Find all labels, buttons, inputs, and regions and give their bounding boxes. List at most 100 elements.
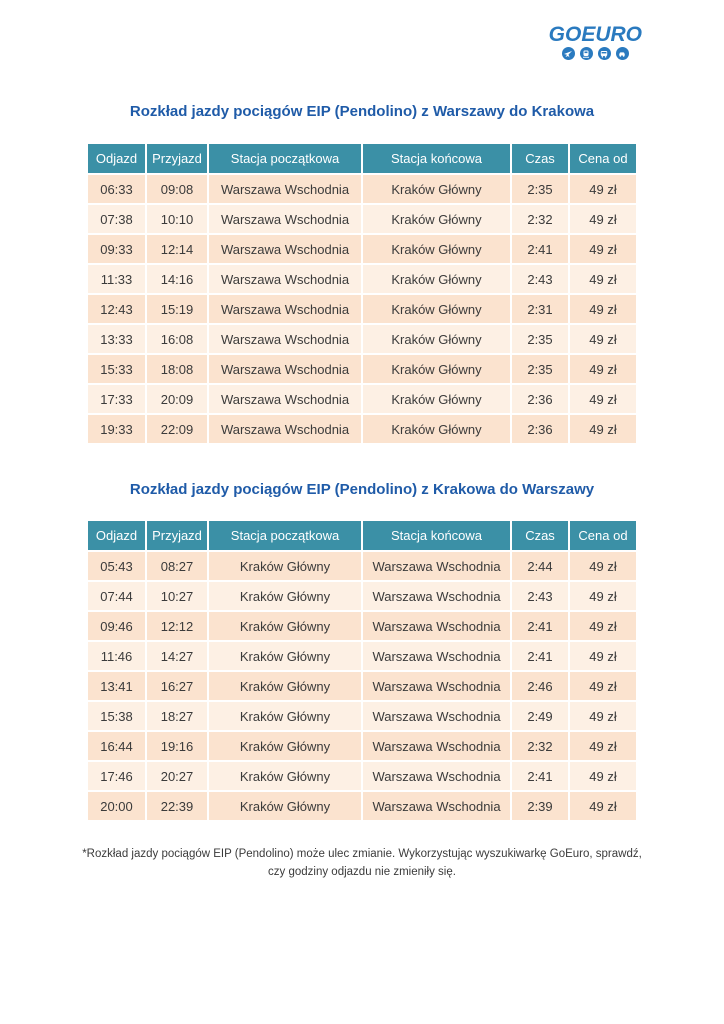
table-cell: 05:43 <box>88 552 145 580</box>
table-row: 09:46 12:12 Kraków Główny Warszawa Wschodni… <box>88 612 636 640</box>
column-header: Czas <box>512 144 568 173</box>
column-header: Przyjazd <box>147 144 207 173</box>
table-cell: 20:27 <box>147 762 207 790</box>
table-row: 13:33 16:08 Warszawa Wschodnia Kraków Główn… <box>88 325 636 353</box>
table-cell: Kraków Główny <box>363 175 510 203</box>
table-cell: 2:31 <box>512 295 568 323</box>
column-header: Stacja początkowa <box>209 521 361 550</box>
table-cell: 2:44 <box>512 552 568 580</box>
table-cell: 2:41 <box>512 612 568 640</box>
table-cell: Warszawa Wschodnia <box>363 732 510 760</box>
table-cell: 18:27 <box>147 702 207 730</box>
column-header: Stacja końcowa <box>363 144 510 173</box>
table-row: 07:44 10:27 Kraków Główny Warszawa Wschodni… <box>88 582 636 610</box>
table-cell: Warszawa Wschodnia <box>209 325 361 353</box>
table-cell: 22:39 <box>147 792 207 820</box>
table-cell: 49 zł <box>570 325 636 353</box>
table-cell: 49 zł <box>570 295 636 323</box>
table-cell: Kraków Główny <box>209 582 361 610</box>
table-cell: 11:46 <box>88 642 145 670</box>
table-row: 09:33 12:14 Warszawa Wschodnia Kraków Główn… <box>88 235 636 263</box>
table-cell: Warszawa Wschodnia <box>363 582 510 610</box>
table-cell: Warszawa Wschodnia <box>209 265 361 293</box>
table-cell: 49 zł <box>570 762 636 790</box>
column-header: Czas <box>512 521 568 550</box>
table-cell: Kraków Główny <box>209 642 361 670</box>
table-cell: Warszawa Wschodnia <box>209 355 361 383</box>
table-cell: 07:44 <box>88 582 145 610</box>
section-title-warszawa-krakow: Rozkład jazdy pociągów EIP (Pendolino) z… <box>129 103 595 120</box>
car-icon <box>615 47 629 60</box>
table-cell: Kraków Główny <box>363 415 510 443</box>
table-row: 16:44 19:16 Kraków Główny Warszawa Wschodni… <box>88 732 636 760</box>
column-header: Cena od <box>570 521 636 550</box>
table-cell: Warszawa Wschodnia <box>363 702 510 730</box>
table-cell: 22:09 <box>147 415 207 443</box>
table-cell: Warszawa Wschodnia <box>209 295 361 323</box>
train-icon <box>579 47 593 60</box>
table-cell: Warszawa Wschodnia <box>363 612 510 640</box>
table-cell: Kraków Główny <box>209 612 361 640</box>
table-cell: Warszawa Wschodnia <box>363 792 510 820</box>
timetable-warszawa-krakow: Odjazd Przyjazd Stacja początkowa Stacja ko… <box>86 142 638 445</box>
table-row: 11:33 14:16 Warszawa Wschodnia Kraków Główn… <box>88 265 636 293</box>
table-cell: Kraków Główny <box>363 265 510 293</box>
table-row: 15:38 18:27 Kraków Główny Warszawa Wschodni… <box>88 702 636 730</box>
table-cell: 2:43 <box>512 265 568 293</box>
table-cell: 2:41 <box>512 235 568 263</box>
column-header: Stacja końcowa <box>363 521 510 550</box>
column-header: Przyjazd <box>147 521 207 550</box>
column-header: Stacja początkowa <box>209 144 361 173</box>
table-cell: 14:27 <box>147 642 207 670</box>
table-cell: 49 zł <box>570 702 636 730</box>
table-cell: 19:16 <box>147 732 207 760</box>
table-cell: Kraków Główny <box>363 295 510 323</box>
table-cell: 49 zł <box>570 792 636 820</box>
table-cell: 12:43 <box>88 295 145 323</box>
table-cell: 17:46 <box>88 762 145 790</box>
table-row: 11:46 14:27 Kraków Główny Warszawa Wschodni… <box>88 642 636 670</box>
table-row: 05:43 08:27 Kraków Główny Warszawa Wschodni… <box>88 552 636 580</box>
table-cell: 49 zł <box>570 205 636 233</box>
table-row: 06:33 09:08 Warszawa Wschodnia Kraków Główn… <box>88 175 636 203</box>
table-cell: 20:09 <box>147 385 207 413</box>
table-cell: Kraków Główny <box>209 762 361 790</box>
table-cell: 15:19 <box>147 295 207 323</box>
table-cell: 49 zł <box>570 355 636 383</box>
timetable-krakow-warszawa: Odjazd Przyjazd Stacja początkowa Stacja ko… <box>86 519 638 822</box>
table-cell: 49 zł <box>570 415 636 443</box>
table-cell: Warszawa Wschodnia <box>209 205 361 233</box>
footnote: *Rozkład jazdy pociągów EIP (Pendolino) … <box>82 848 642 878</box>
table-cell: 12:14 <box>147 235 207 263</box>
table-row: 17:33 20:09 Warszawa Wschodnia Kraków Główn… <box>88 385 636 413</box>
table-header-row: Odjazd Przyjazd Stacja początkowa Stacja ko… <box>88 144 636 173</box>
table-cell: 49 zł <box>570 732 636 760</box>
table-cell: Warszawa Wschodnia <box>363 762 510 790</box>
table-row: 15:33 18:08 Warszawa Wschodnia Kraków Główn… <box>88 355 636 383</box>
table-cell: 2:43 <box>512 582 568 610</box>
table-cell: 09:33 <box>88 235 145 263</box>
section-title-krakow-warszawa: Rozkład jazdy pociągów EIP (Pendolino) z… <box>129 481 595 498</box>
column-header: Odjazd <box>88 144 145 173</box>
table-cell: 49 zł <box>570 582 636 610</box>
table-cell: 2:49 <box>512 702 568 730</box>
table-cell: Kraków Główny <box>209 702 361 730</box>
table-cell: Kraków Główny <box>209 672 361 700</box>
table-cell: Kraków Główny <box>363 325 510 353</box>
table-cell: 17:33 <box>88 385 145 413</box>
table-cell: 49 zł <box>570 175 636 203</box>
table-cell: 16:44 <box>88 732 145 760</box>
table-cell: Kraków Główny <box>209 732 361 760</box>
table-cell: Warszawa Wschodnia <box>363 642 510 670</box>
table-cell: 49 zł <box>570 265 636 293</box>
table-cell: 2:35 <box>512 355 568 383</box>
table-cell: Warszawa Wschodnia <box>209 175 361 203</box>
table-cell: Warszawa Wschodnia <box>209 385 361 413</box>
table-cell: 12:12 <box>147 612 207 640</box>
table-cell: Kraków Główny <box>209 552 361 580</box>
table-cell: 09:46 <box>88 612 145 640</box>
table-cell: 2:32 <box>512 205 568 233</box>
table-cell: 16:08 <box>147 325 207 353</box>
table-row: 07:38 10:10 Warszawa Wschodnia Kraków Główn… <box>88 205 636 233</box>
table-cell: 20:00 <box>88 792 145 820</box>
